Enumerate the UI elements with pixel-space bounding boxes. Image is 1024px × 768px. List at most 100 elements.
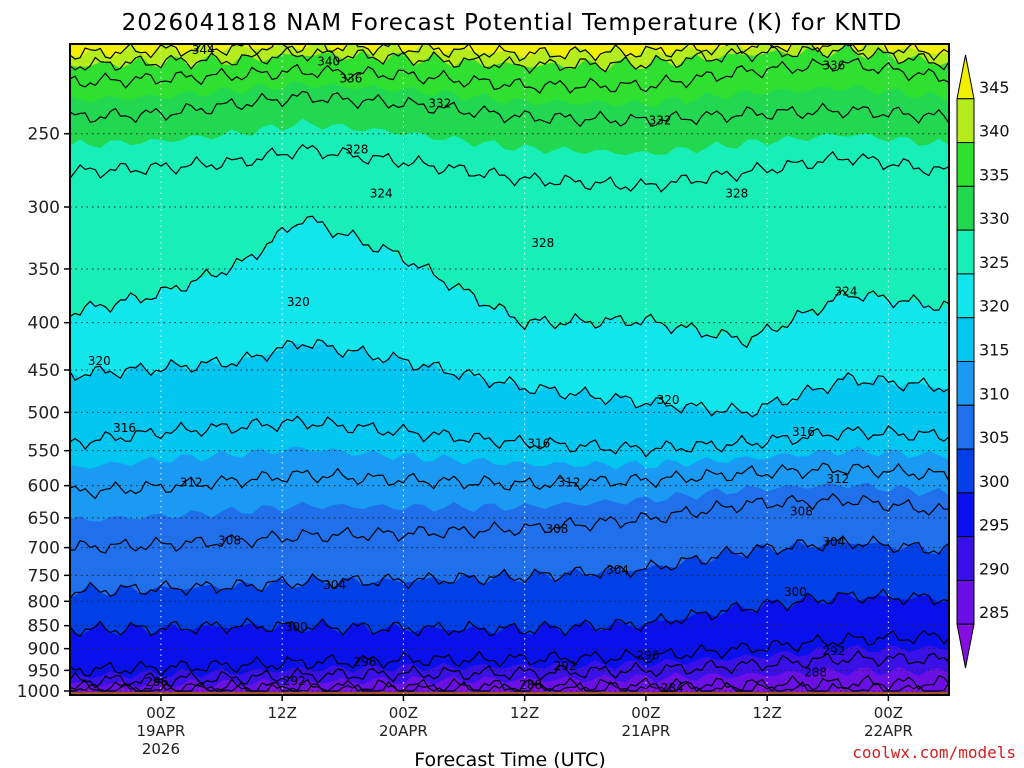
x-tick-label: 00Z [146, 704, 175, 722]
y-tick-label: 400 [28, 314, 60, 334]
colorbar-segment [956, 317, 975, 363]
isentrope-304 [70, 535, 949, 599]
y-tick-label: 900 [28, 640, 60, 660]
isentrope-312 [70, 462, 949, 500]
x-tick-label: 22APR [864, 722, 913, 740]
isentrope-288 [70, 674, 949, 692]
contour-label: 324 [834, 284, 857, 298]
colorbar-tick-label: 285 [979, 603, 1010, 622]
y-tick-label: 750 [28, 566, 60, 586]
y-tick-label: 300 [28, 198, 60, 218]
chart-title: 2026041818 NAM Forecast Potential Temper… [122, 10, 903, 36]
y-tick-label: 850 [28, 617, 60, 637]
theta-band-top [70, 44, 949, 61]
contour-label: 288 [804, 665, 827, 679]
contour-label: 340 [317, 55, 340, 69]
x-tick-label: 2026 [142, 740, 180, 758]
contour-label: 300 [784, 585, 807, 599]
colorbar-segment [956, 142, 975, 187]
contour-labels: 344 340 336 332 328 324 320 320 316 312 308 304 300 2… [88, 43, 858, 695]
contour-label: 292 [822, 644, 845, 658]
colorbar-segment [956, 98, 975, 144]
isentrope-320 [70, 338, 949, 418]
colorbar-cap-bottom [956, 623, 975, 669]
colorbar-segment [956, 273, 975, 319]
contour-label: 312 [826, 472, 849, 486]
contour-label: 284 [661, 681, 684, 695]
contour-label: 296 [145, 675, 168, 689]
grid [70, 44, 949, 695]
contour-label: 308 [546, 522, 569, 536]
colorbar-tick-label: 325 [979, 253, 1010, 272]
contour-label: 312 [180, 475, 203, 489]
contour-label: 328 [725, 186, 748, 200]
colorbar-tick-label: 310 [979, 384, 1010, 403]
y-tick-label: 950 [28, 661, 60, 681]
x-axis-label: Forecast Time (UTC) [414, 749, 605, 768]
y-tick-label: 600 [28, 477, 60, 497]
isentrope-332 [70, 90, 949, 128]
colorbar-segment [956, 536, 975, 581]
theta-band [70, 44, 949, 64]
x-tick-label: 19APR [137, 722, 186, 740]
x-tick-label: 12Z [267, 704, 296, 722]
colorbar-segment [956, 404, 975, 450]
contour-label: 344 [192, 43, 215, 57]
contour-label: 336 [822, 59, 845, 73]
colorbar-tick-label: 315 [979, 341, 1010, 360]
y-tick-label: 800 [28, 592, 60, 612]
x-tick-label: 12Z [752, 704, 781, 722]
contour-label: 304 [822, 535, 845, 549]
contour-label: 316 [527, 436, 550, 450]
colorbar-tick-label: 300 [979, 472, 1010, 491]
colorbar-segment [956, 229, 975, 275]
isentrope-308 [70, 492, 949, 554]
isentrope-336 [70, 57, 949, 95]
x-tick-label: 21APR [621, 722, 670, 740]
isentrope-344 [70, 44, 949, 62]
isentrope-340 [70, 44, 949, 75]
colorbar-segment [956, 361, 975, 406]
contour-label: 320 [657, 393, 680, 407]
credit-text: coolwx.com/models [852, 743, 1016, 762]
colorbar-tick-label: 345 [979, 78, 1010, 97]
contour-label: 308 [790, 505, 813, 519]
colorbar-cap-top [956, 54, 975, 100]
contour-label: 296 [636, 648, 659, 662]
contour-label: 300 [285, 620, 308, 634]
isentrope-300 [70, 588, 949, 638]
isentrope-324 [70, 215, 949, 349]
x-tick-label: 00Z [631, 704, 660, 722]
colorbar-tick-label: 305 [979, 428, 1010, 447]
x-tick-label: 00Z [389, 704, 418, 722]
contour-label: 296 [354, 655, 377, 669]
y-tick-label: 500 [28, 403, 60, 423]
isentropes [70, 44, 949, 692]
contour-label: 320 [88, 354, 111, 368]
contour-label: 332 [649, 114, 672, 128]
x-tick-label: 12Z [510, 704, 539, 722]
colorbar-tick-label: 340 [979, 122, 1010, 141]
contour-label: 304 [606, 563, 629, 577]
contour-label: 312 [558, 475, 581, 489]
y-tick-label: 450 [28, 361, 60, 381]
isentrope-328 [70, 143, 949, 193]
contour-label: 336 [339, 72, 362, 86]
contour-label: 292 [283, 674, 306, 688]
colorbar-segment [956, 492, 975, 538]
colorbar-tick-label: 290 [979, 559, 1010, 578]
y-tick-label: 250 [28, 125, 60, 145]
contour-label: 308 [218, 534, 241, 548]
colorbar-segment [956, 579, 975, 625]
isentrope-316 [70, 415, 949, 458]
isentrope-296 [70, 629, 949, 677]
y-tick-label: 350 [28, 260, 60, 280]
contour-label: 320 [287, 295, 310, 309]
y-tick-label: 1000 [17, 682, 60, 702]
colorbar-segment [956, 448, 975, 494]
colorbar-tick-label: 320 [979, 297, 1010, 316]
contour-label: 288 [519, 678, 542, 692]
x-tick-label: 00Z [874, 704, 903, 722]
contour-label: 328 [531, 236, 554, 250]
